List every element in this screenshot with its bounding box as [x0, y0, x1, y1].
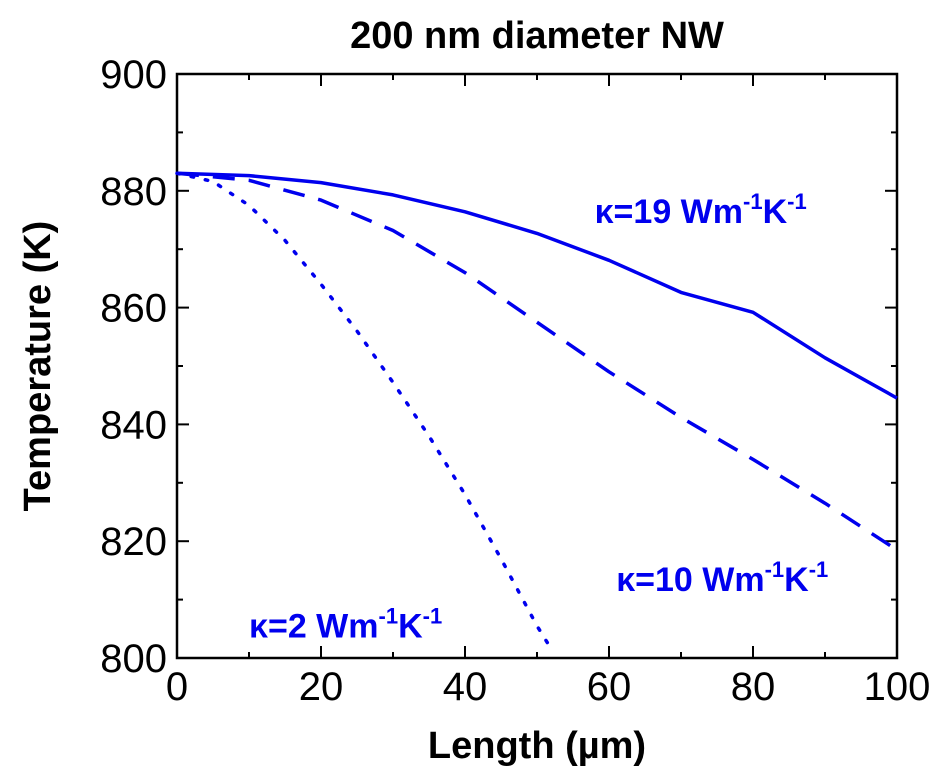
- x-tick-label: 20: [299, 665, 344, 709]
- y-tick-label: 840: [100, 403, 167, 447]
- y-tick-label: 820: [100, 520, 167, 564]
- annotation-layer: κ=19 Wm-1K-1 κ=10 Wm-1K-1 κ=2 Wm-1K-1: [249, 189, 828, 646]
- x-tick-label: 100: [864, 665, 931, 709]
- series-annotation: κ=2 Wm-1K-1: [249, 604, 442, 646]
- series-layer: [175, 171, 898, 651]
- y-tick-label: 800: [100, 637, 167, 681]
- series-annotation: κ=19 Wm-1K-1: [595, 189, 807, 231]
- x-tick-label: 40: [443, 665, 488, 709]
- y-axis-title: Temperature (K): [17, 221, 59, 512]
- x-axis: 0 20 40 60 80 100: [166, 74, 931, 709]
- series-annotation: κ=10 Wm-1K-1: [616, 557, 828, 599]
- x-axis-title: Length (µm): [428, 725, 646, 767]
- x-tick-label: 60: [587, 665, 632, 709]
- chart-title: 200 nm diameter NW: [350, 15, 724, 57]
- x-tick-label: 80: [731, 665, 776, 709]
- series-line-solid: [176, 171, 898, 400]
- series-line-dashed: [176, 171, 898, 552]
- y-tick-label: 860: [100, 287, 167, 331]
- series-line-dotted: [175, 171, 554, 651]
- y-tick-label: 900: [100, 53, 167, 97]
- y-axis: 800 820 840 860 880 900: [100, 53, 897, 681]
- x-tick-label: 0: [166, 665, 188, 709]
- y-tick-label: 880: [100, 170, 167, 214]
